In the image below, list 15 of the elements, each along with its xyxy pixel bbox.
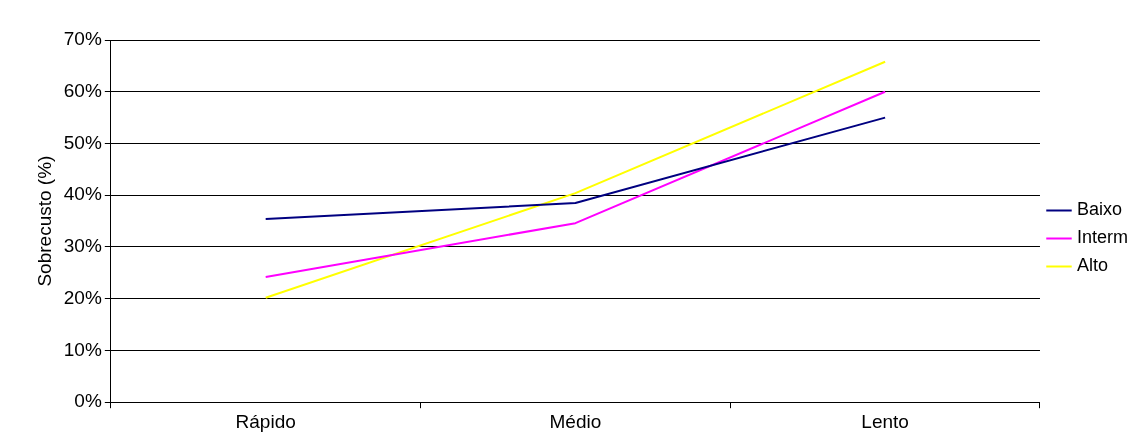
y-tick-label: 70% — [63, 28, 102, 50]
y-tick-label: 10% — [63, 338, 102, 360]
legend-label: Alto — [1076, 255, 1109, 276]
y-tick-label: 50% — [63, 131, 102, 153]
legend-label: Interm — [1076, 227, 1128, 248]
y-tick-label: 0% — [74, 390, 102, 412]
x-tick-label: Médio — [549, 410, 602, 432]
y-tick-label: 40% — [63, 183, 102, 205]
y-tick-label: 20% — [63, 286, 102, 308]
y-axis-title: Sobrecusto (%) — [33, 155, 55, 287]
x-tick-label: Lento — [861, 410, 909, 432]
x-tick-label: Rápido — [235, 410, 296, 432]
y-tick-label: 60% — [63, 79, 102, 101]
legend-label: Baixo — [1076, 199, 1123, 220]
y-tick-label: 30% — [63, 235, 102, 257]
